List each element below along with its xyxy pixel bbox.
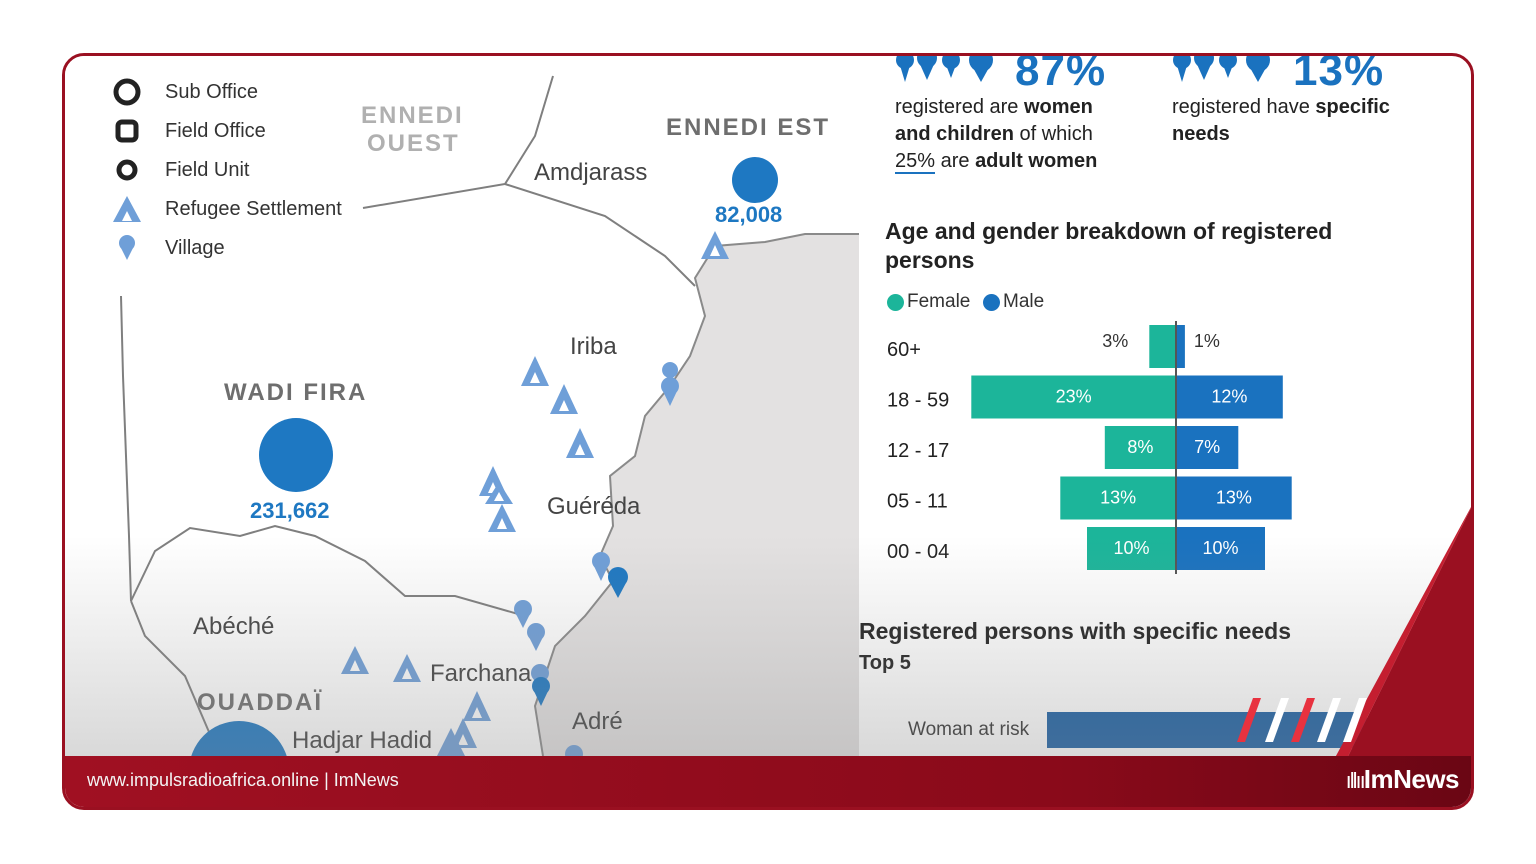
male-bar xyxy=(1176,426,1239,469)
refugee-settlement-markers xyxy=(341,231,729,756)
male-value-label: 10% xyxy=(1202,538,1238,558)
ennedi-est-population-circle xyxy=(732,157,778,203)
population-pyramid-chart: 60+ 3% 1% 18 - 59 23% 12% 12 - 17 8% 7% 05 - 11 13… xyxy=(887,321,1292,574)
people-icon xyxy=(896,56,993,82)
legend-female: Female xyxy=(887,291,970,313)
female-value-label: 8% xyxy=(1127,437,1153,457)
sub-office-icon xyxy=(111,78,143,106)
infographic-content: Sub Office Field Office Field Unit Refug… xyxy=(65,56,1471,756)
male-bar xyxy=(1176,375,1283,419)
male-swatch xyxy=(983,293,1000,311)
population-wadi-fira: 231,662 xyxy=(250,498,330,523)
male-bar xyxy=(1176,325,1185,368)
region-ouaddai: OUADDAÏ xyxy=(197,689,323,716)
place-abeche: Abéché xyxy=(193,613,275,640)
region-ennedi-ouest-line2: OUEST xyxy=(367,130,460,157)
legend-label: Sub Office xyxy=(165,80,259,103)
female-swatch xyxy=(887,293,904,311)
age-category-label: 00 - 04 xyxy=(887,541,949,563)
region-ennedi-ouest: ENNEDI xyxy=(361,102,464,129)
need-bar-woman-at-risk xyxy=(1047,712,1367,748)
field-office-icon xyxy=(111,117,143,145)
age-category-label: 18 - 59 xyxy=(887,390,949,412)
legend-label: Field Office xyxy=(165,119,266,142)
women-children-percent: 87% xyxy=(1015,56,1107,95)
legend-label: Field Unit xyxy=(165,158,250,181)
age-category-label: 12 - 17 xyxy=(887,440,949,462)
region-wadi-fira: WADI FIRA xyxy=(224,379,368,406)
legend-label: Village xyxy=(165,236,225,259)
male-value-label: 7% xyxy=(1194,437,1220,457)
legend-item-sub-office: Sub Office xyxy=(111,78,258,106)
people-icon-2 xyxy=(1173,56,1270,82)
region-ennedi-est: ENNEDI EST xyxy=(666,114,831,141)
village-icon xyxy=(111,234,143,262)
female-value-label: 10% xyxy=(1113,538,1149,558)
female-value-label: 3% xyxy=(1102,331,1128,351)
need-label-woman-at-risk: Woman at risk xyxy=(908,719,1030,740)
population-ennedi-est: 82,008 xyxy=(715,202,783,227)
female-value-label: 23% xyxy=(1056,387,1092,407)
wadi-fira-population-circle xyxy=(259,418,333,492)
footer-bar: www.impulsradioafrica.online | ImNews ıl… xyxy=(65,756,1471,807)
male-bar xyxy=(1176,476,1292,520)
red-accent-wedge xyxy=(1237,507,1471,756)
female-bar xyxy=(1060,476,1176,520)
age-category-label: 60+ xyxy=(887,339,921,361)
infographic-card: Sub Office Field Office Field Unit Refug… xyxy=(62,53,1474,810)
male-bar xyxy=(1176,527,1265,570)
ouaddai-population-circle xyxy=(191,721,287,756)
pyramid-heading: Age and gender breakdown of registered pe… xyxy=(885,218,1333,273)
sudan-area xyxy=(535,234,859,756)
map xyxy=(65,56,859,756)
brand-slash-marks xyxy=(1237,698,1367,742)
legend-item-field-unit: Field Unit xyxy=(111,156,249,184)
female-bar xyxy=(1087,527,1176,570)
legend-item-refugee-settlement: Refugee Settlement xyxy=(111,195,342,223)
legend-male: Male xyxy=(983,291,1044,313)
village-markers xyxy=(514,362,679,756)
female-value-label: 13% xyxy=(1100,488,1136,508)
legend-label: Refugee Settlement xyxy=(165,197,342,220)
place-amdjarass: Amdjarass xyxy=(534,159,648,186)
needs-subheading: Top 5 xyxy=(859,652,911,674)
brand-logo: ıllııImNews xyxy=(1345,764,1460,794)
legend-item-village: Village xyxy=(111,234,225,262)
female-bar xyxy=(1149,325,1176,368)
female-bar xyxy=(1104,426,1176,469)
female-bar xyxy=(971,375,1176,419)
place-iriba: Iriba xyxy=(570,333,617,360)
place-adre: Adré xyxy=(572,708,623,735)
needs-heading: Registered persons with specific needs xyxy=(859,618,1292,644)
age-category-label: 05 - 11 xyxy=(887,491,948,513)
women-children-text: registered are women and children of whi… xyxy=(895,96,1098,174)
male-value-label: 13% xyxy=(1216,488,1252,508)
legend-item-field-office: Field Office xyxy=(111,117,266,145)
male-value-label: 1% xyxy=(1194,331,1220,351)
refugee-settlement-icon xyxy=(111,195,143,223)
footer-url[interactable]: www.impulsradioafrica.online | ImNews xyxy=(87,770,399,790)
specific-needs-percent: 13% xyxy=(1293,56,1385,95)
place-gereda: Guéréda xyxy=(547,493,641,520)
male-value-label: 12% xyxy=(1211,387,1247,407)
field-unit-icon xyxy=(111,156,143,184)
place-farchana: Farchana xyxy=(430,660,532,687)
info-panel: 87% registered are women and children of… xyxy=(859,56,1471,756)
specific-needs-text: registered have specific needs xyxy=(1172,96,1390,145)
place-hadjar-hadid: Hadjar Hadid xyxy=(292,727,433,754)
